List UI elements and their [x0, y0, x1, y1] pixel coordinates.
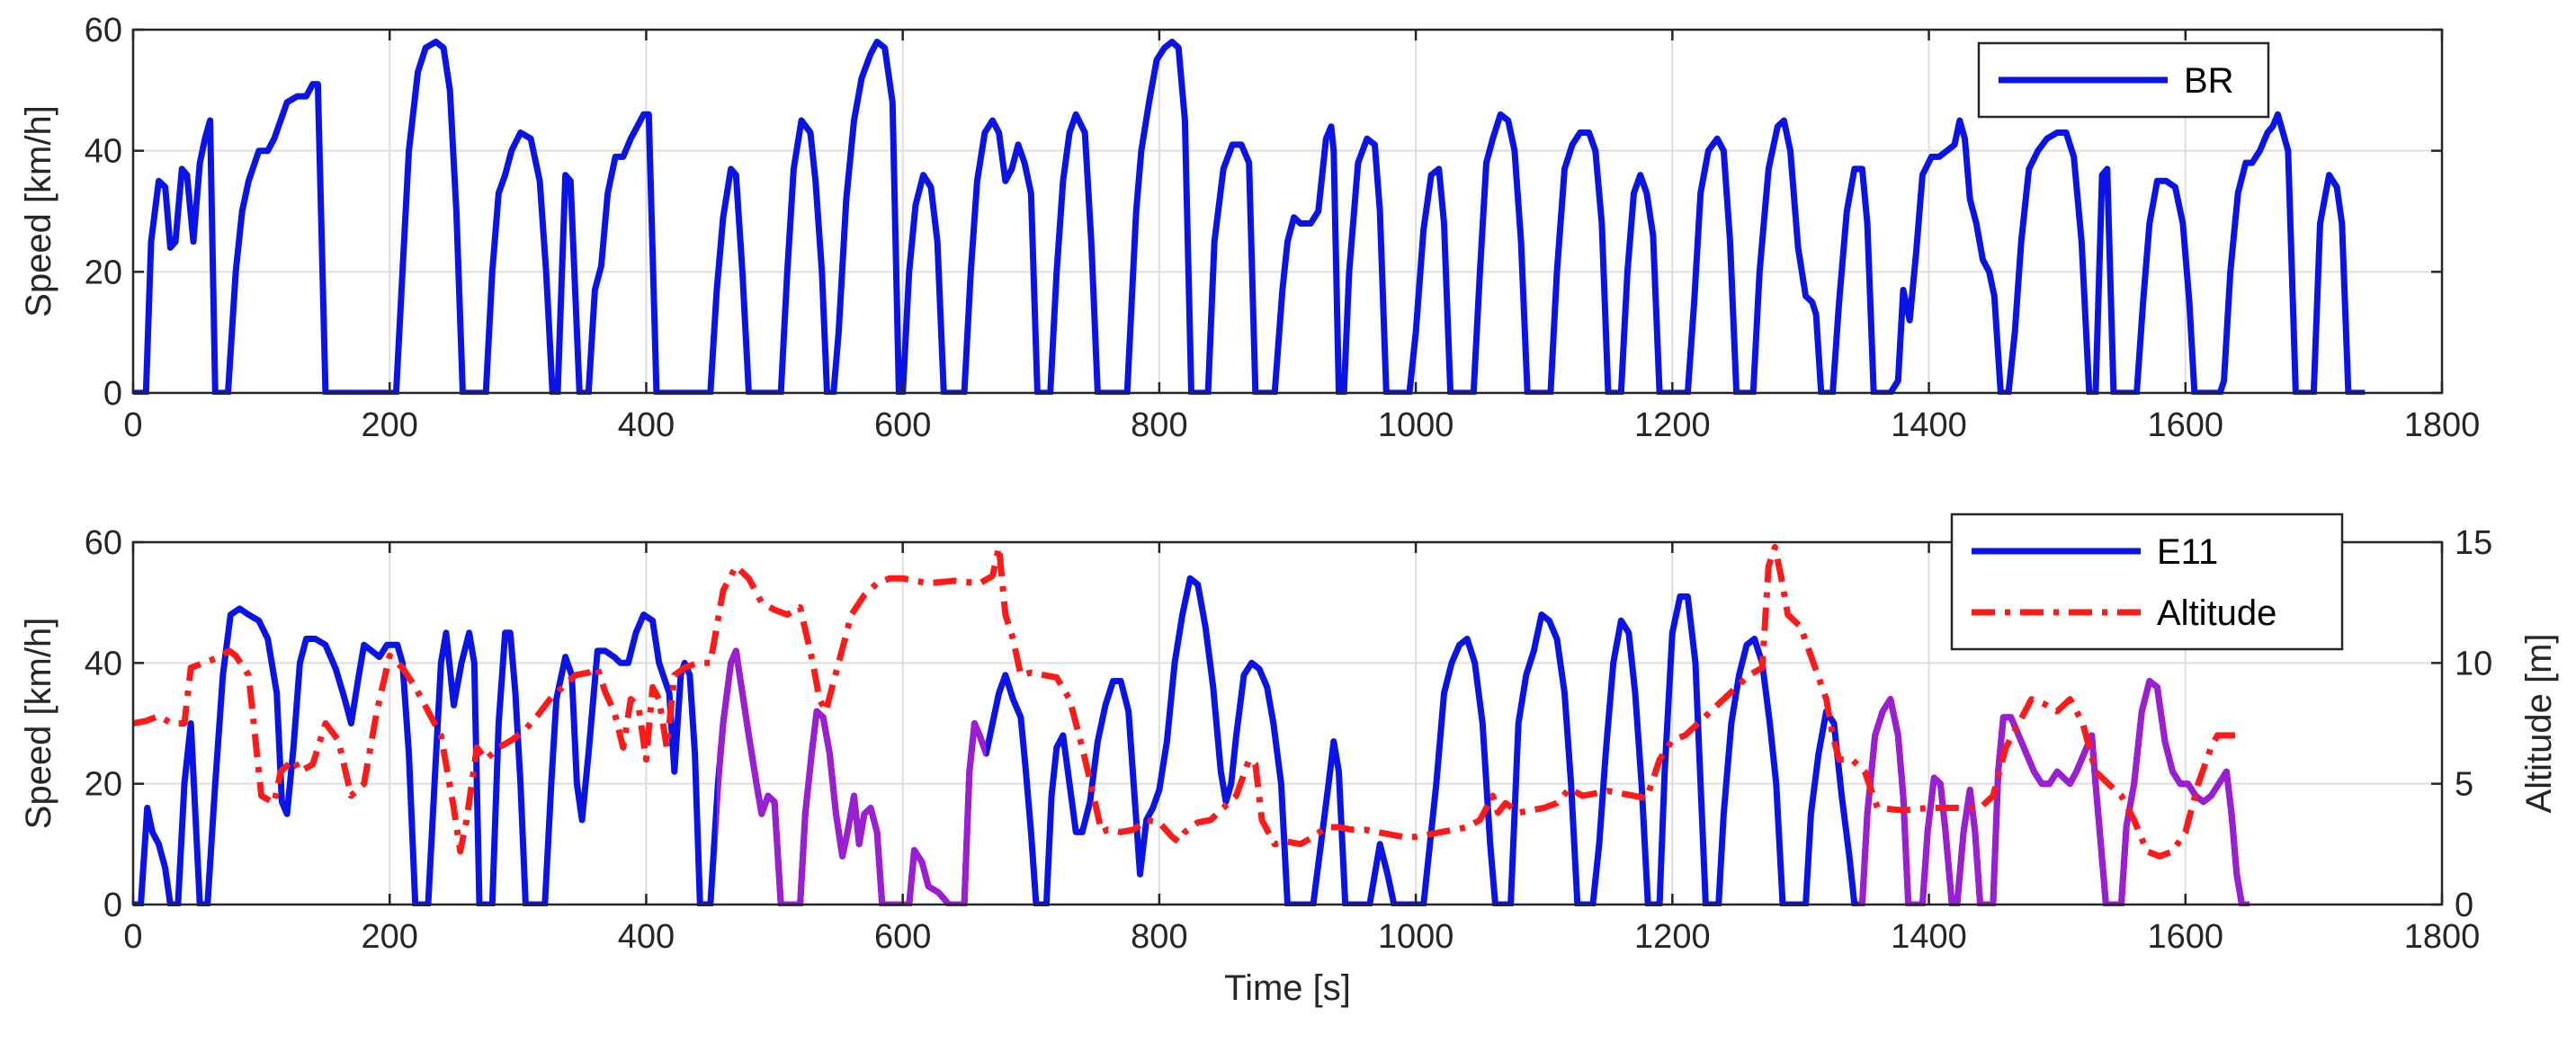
- x-tick-label: 600: [874, 406, 931, 444]
- legend: E11 Altitude: [1950, 513, 2344, 651]
- legend-label-br: BR: [2184, 61, 2234, 101]
- x-tick-label: 400: [618, 918, 675, 956]
- x-tick-label: 800: [1131, 918, 1187, 956]
- y-axis-label: Speed [km/h]: [19, 618, 58, 830]
- x-tick-label: 400: [618, 406, 675, 444]
- x-axis-label: Time [s]: [1224, 968, 1351, 1008]
- x-tick-label: 1000: [1378, 918, 1454, 956]
- x-tick-label: 1200: [1634, 406, 1711, 444]
- x-tick-label: 1400: [1891, 406, 1967, 444]
- y-right-tick-label: 15: [2455, 524, 2492, 562]
- x-tick-label: 200: [362, 406, 418, 444]
- y-right-axis-label: Altitude [m]: [2519, 633, 2559, 813]
- y-right-tick-label: 0: [2455, 887, 2473, 924]
- x-tick-label: 1400: [1891, 918, 1967, 956]
- y-axis-label: Speed [km/h]: [19, 105, 58, 317]
- y-tick-label: 20: [85, 766, 122, 804]
- x-tick-label: 1000: [1378, 406, 1454, 444]
- y-tick-label: 20: [85, 254, 122, 291]
- x-tick-label: 800: [1131, 406, 1187, 444]
- x-tick-label: 200: [362, 918, 418, 956]
- x-tick-label: 1200: [1634, 918, 1711, 956]
- legend-label-altitude: Altitude: [2157, 593, 2276, 633]
- top-chart: 0 200 400 600 800 1000 1200 1400 1600 1800 0 20 40 60…: [19, 12, 2480, 444]
- y-tick-label: 0: [103, 887, 122, 924]
- y-tick-label: 0: [103, 375, 122, 413]
- x-tick-label: 0: [123, 406, 142, 444]
- x-tick-label: 1600: [2148, 406, 2224, 444]
- series-line-br: [133, 39, 2366, 395]
- legend: BR: [1977, 41, 2270, 119]
- bottom-chart: 0 200 400 600 800 1000 1200 1400 1600 18000204060…: [19, 513, 2559, 1008]
- series-line-altitude: [133, 543, 2237, 860]
- x-tick-label: 1800: [2404, 406, 2481, 444]
- x-tick-label: 1800: [2404, 918, 2481, 956]
- x-tick-label: 1600: [2148, 918, 2224, 956]
- axes-frame: [131, 540, 2444, 906]
- y-tick-label: 60: [85, 12, 122, 49]
- legend-label-e11: E11: [2157, 532, 2218, 572]
- y-tick-label: 60: [85, 524, 122, 562]
- x-tick-label: 0: [123, 918, 142, 956]
- x-tick-label: 600: [874, 918, 931, 956]
- y-right-tick-label: 5: [2455, 766, 2473, 804]
- y-tick-label: 40: [85, 645, 122, 682]
- series-layer: [133, 39, 2366, 395]
- y-tick-label: 40: [85, 133, 122, 171]
- axes-frame: [131, 28, 2444, 395]
- y-right-tick-label: 10: [2455, 645, 2492, 682]
- legend-box: [1950, 513, 2344, 651]
